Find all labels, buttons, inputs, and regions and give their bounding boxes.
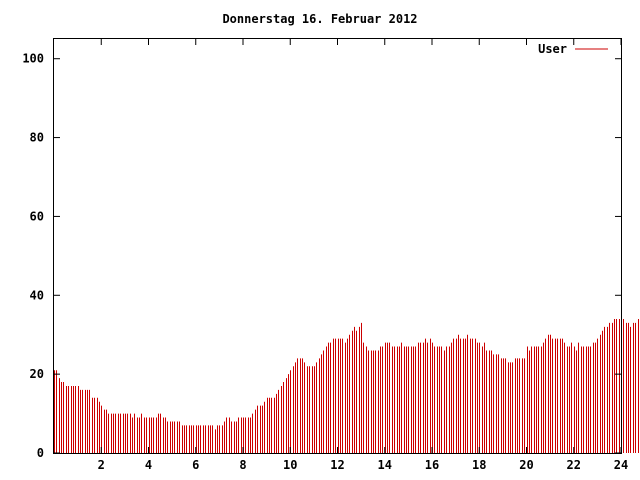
y-tick-label: 60 xyxy=(30,209,44,223)
x-tick-label: 16 xyxy=(425,458,439,472)
legend: User xyxy=(538,42,608,56)
x-tick-label: 10 xyxy=(283,458,297,472)
x-axis: 2 4 6 8 10 12 14 16 18 20 22 24 xyxy=(98,39,628,472)
bars-group xyxy=(54,318,639,453)
y-axis: 0 20 40 60 80 100 xyxy=(22,52,621,460)
x-tick-label: 4 xyxy=(145,458,152,472)
x-tick-label: 18 xyxy=(472,458,486,472)
x-tick-label: 12 xyxy=(330,458,344,472)
x-tick-label: 6 xyxy=(192,458,199,472)
legend-label-user: User xyxy=(538,42,567,56)
chart-title: Donnerstag 16. Februar 2012 xyxy=(222,12,418,26)
y-tick-label: 0 xyxy=(37,446,44,460)
x-tick-label: 2 xyxy=(98,458,105,472)
x-tick-label: 24 xyxy=(614,458,628,472)
x-tick-label: 14 xyxy=(378,458,392,472)
y-tick-label: 20 xyxy=(30,367,44,381)
x-tick-label: 20 xyxy=(519,458,533,472)
y-tick-label: 40 xyxy=(30,288,44,302)
x-tick-label: 22 xyxy=(567,458,581,472)
y-tick-label: 80 xyxy=(30,131,44,145)
x-tick-label: 8 xyxy=(239,458,246,472)
y-tick-label: 100 xyxy=(22,52,44,66)
plot-frame xyxy=(53,38,622,454)
